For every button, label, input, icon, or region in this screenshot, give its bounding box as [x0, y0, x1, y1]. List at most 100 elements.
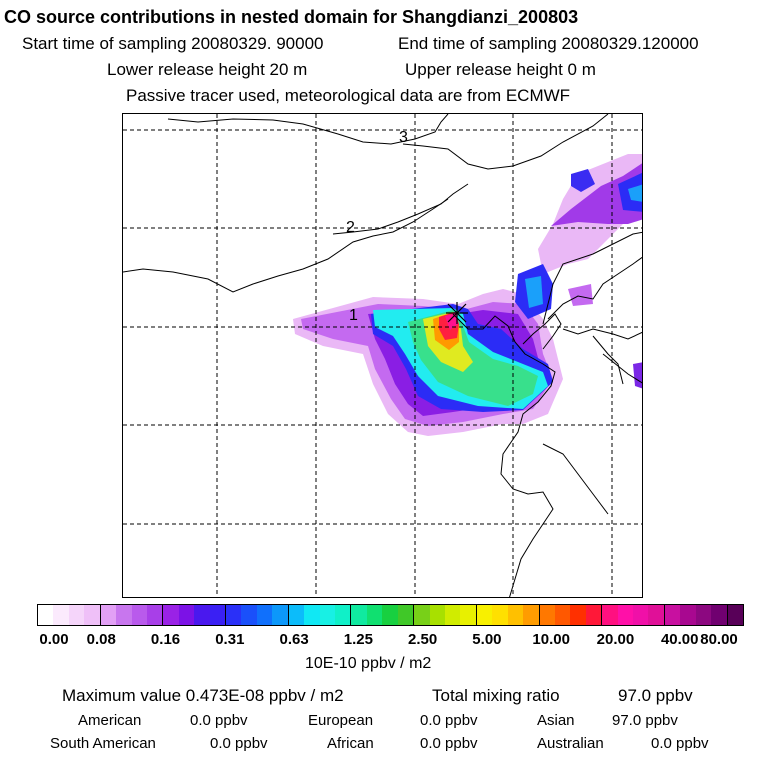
colorbar-segment: [163, 605, 179, 625]
colorbar-tick-label: 0.16: [150, 631, 181, 648]
colorbar-segment: [680, 605, 696, 625]
colorbar-segment: [476, 605, 493, 625]
colorbar-segment: [288, 605, 305, 625]
colorbar-segment: [570, 605, 586, 625]
colorbar-tick-label: 0.08: [86, 631, 116, 648]
colorbar-tick-label: 80.00: [700, 631, 738, 648]
colorbar-segment: [414, 605, 430, 625]
region-label-american: American: [78, 712, 142, 729]
border-line: [167, 114, 449, 145]
grid-labels: 1 2 3: [346, 129, 408, 324]
colorbar-segment: [507, 605, 524, 625]
colorbar-segment: [695, 605, 712, 625]
total-mixing-label: Total mixing ratio: [432, 686, 560, 705]
colorbar-segment: [617, 605, 634, 625]
coastline: [562, 328, 642, 340]
map-gridlines: [123, 114, 642, 597]
lower-release-height: Lower release height 20 m: [107, 60, 308, 79]
colorbar-tick-label: 2.50: [408, 631, 438, 648]
colorbar-segment: [727, 605, 743, 625]
colorbar-segment: [178, 605, 195, 625]
colorbar-segment: [194, 605, 210, 625]
colorbar-tick-label: 0.00: [39, 631, 69, 648]
tracer-note: Passive tracer used, meteorological data…: [126, 86, 571, 105]
plume-ne-blue2: [571, 169, 595, 192]
colorbar-segment: [100, 605, 117, 625]
colorbar-segment: [460, 605, 477, 625]
colorbar-segment: [523, 605, 540, 625]
total-mixing-value: 97.0 ppbv: [618, 686, 693, 705]
region-label-european: European: [308, 712, 374, 729]
coastline: [592, 335, 624, 385]
plot-title: CO source contributions in nested domain…: [4, 7, 579, 27]
colorbar-segment: [226, 605, 242, 625]
plume-magenta: [445, 313, 458, 330]
region-value-south-american: 0.0 ppbv: [210, 735, 268, 752]
coastlines: [123, 114, 642, 597]
colorbar-tick-label: 20.00: [596, 631, 635, 648]
colorbar-segment: [397, 605, 415, 625]
colorbar-segment: [131, 605, 147, 625]
region-value-african: 0.0 ppbv: [420, 735, 478, 752]
colorbar-segment: [272, 605, 289, 625]
coastline: [547, 256, 642, 320]
map-canvas: 1 2 3: [123, 114, 642, 597]
region-value-australian: 0.0 ppbv: [651, 735, 709, 752]
region-label-asian: Asian: [537, 712, 575, 729]
plume-ne-purple: [551, 163, 642, 226]
colorbar-segment: [444, 605, 461, 625]
grid-label-3: 3: [399, 129, 408, 146]
border-line: [602, 353, 642, 384]
colorbar-tick-label: 0.31: [215, 631, 245, 648]
colorbar-tick-label: 0.63: [279, 631, 309, 648]
colorbar: [37, 604, 744, 626]
colorbar-segment: [38, 605, 54, 625]
concentration-plume: [293, 154, 642, 436]
colorbar-segment: [351, 605, 367, 625]
colorbar-segment: [256, 605, 273, 625]
border-line: [123, 198, 449, 293]
start-time: Start time of sampling 20080329. 90000: [22, 34, 324, 53]
colorbar-segment: [146, 605, 164, 625]
colorbar-segment: [602, 605, 618, 625]
plume-e-patch-cyan: [525, 276, 543, 308]
coastline: [522, 313, 562, 350]
colorbar-segment: [585, 605, 603, 625]
colorbar-segment: [554, 605, 571, 625]
region-label-south-american: South American: [50, 735, 156, 752]
grid-label-2: 2: [346, 219, 355, 236]
colorbar-segment: [492, 605, 508, 625]
grid-label-1: 1: [349, 307, 358, 324]
colorbar-segment: [382, 605, 398, 625]
colorbar-segment: [209, 605, 227, 625]
colorbar-unit: 10E-10 ppbv / m2: [305, 655, 432, 672]
colorbar-tick-label: 5.00: [472, 631, 502, 648]
colorbar-segment: [711, 605, 728, 625]
colorbar-segment: [304, 605, 320, 625]
colorbar-segment: [335, 605, 352, 625]
colorbar-segment: [429, 605, 445, 625]
colorbar-segment: [319, 605, 336, 625]
colorbar-segment: [664, 605, 681, 625]
max-value: Maximum value 0.473E-08 ppbv / m2: [62, 686, 344, 705]
colorbar-tick-label: 40.00: [660, 631, 699, 648]
region-value-asian: 97.0 ppbv: [612, 712, 678, 729]
colorbar-segment: [53, 605, 69, 625]
colorbar-segment: [633, 605, 649, 625]
region-value-american: 0.0 ppbv: [190, 712, 248, 729]
colorbar-segment: [68, 605, 85, 625]
receptor-marker-icon: [446, 302, 468, 324]
colorbar-segment: [84, 605, 101, 625]
border-line: [542, 443, 609, 515]
end-time: End time of sampling 20080329.120000: [398, 34, 699, 53]
region-label-african: African: [327, 735, 374, 752]
border-line: [402, 114, 609, 170]
colorbar-tick-label: 1.25: [343, 631, 373, 648]
region-value-european: 0.0 ppbv: [420, 712, 478, 729]
border-line: [332, 183, 469, 235]
upper-release-height: Upper release height 0 m: [405, 60, 596, 79]
plume-ne-cyan: [628, 184, 642, 202]
map-panel: 1 2 3: [122, 113, 643, 598]
colorbar-segment: [366, 605, 383, 625]
region-label-australian: Australian: [537, 735, 604, 752]
